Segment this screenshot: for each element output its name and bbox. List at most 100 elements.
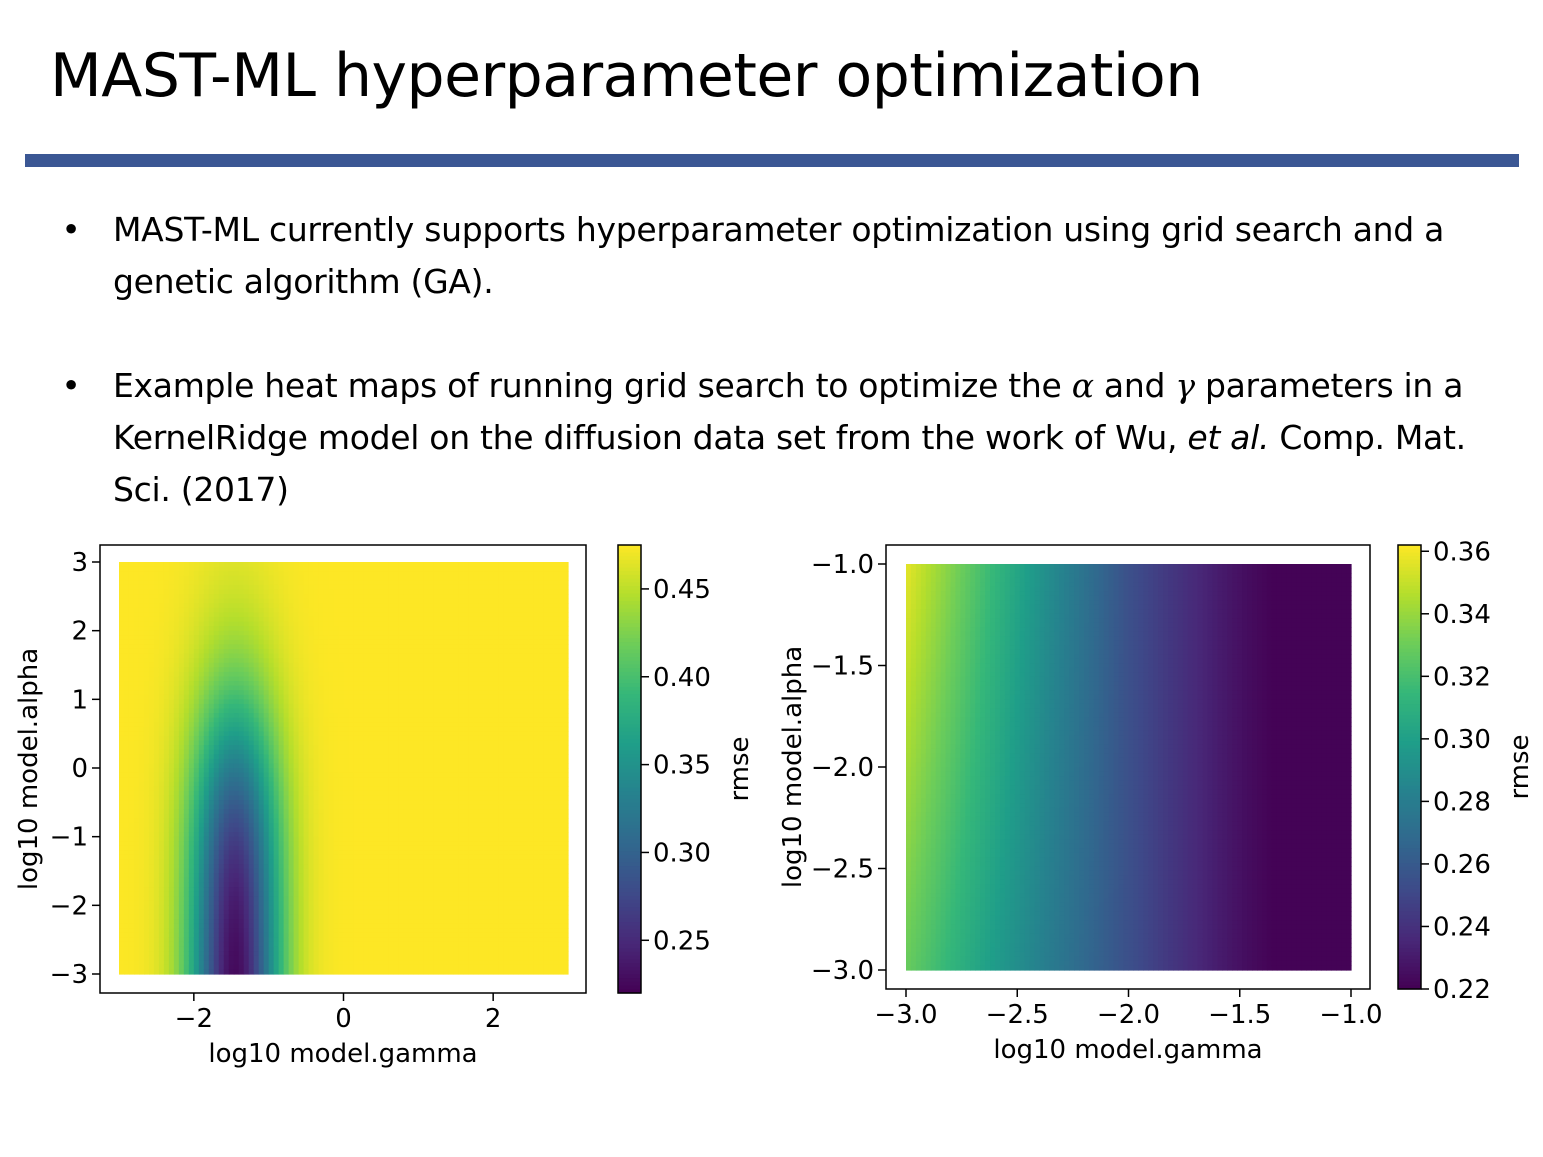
heatmap-cell	[328, 795, 335, 801]
heatmap-cell	[158, 777, 165, 783]
heatmap-cell	[348, 909, 355, 916]
heatmap-cell	[303, 639, 310, 645]
heatmap-cell	[378, 795, 385, 801]
heatmap-cell	[228, 635, 235, 641]
heatmap-cell	[243, 607, 250, 613]
heatmap-cell	[313, 790, 320, 797]
heatmap-cell	[203, 735, 210, 742]
heatmap-cell	[133, 667, 140, 673]
heatmap-cell	[388, 566, 394, 572]
heatmap-cell	[303, 905, 310, 911]
heatmap-cell	[123, 639, 130, 645]
heatmap-cell	[273, 644, 280, 650]
heatmap-cell	[353, 868, 360, 874]
heatmap-cell	[143, 671, 150, 678]
heatmap-cell	[158, 694, 165, 700]
heatmap-cell	[188, 717, 195, 723]
heatmap-cell	[253, 603, 260, 609]
heatmap-cell	[263, 584, 270, 591]
heatmap-cell	[193, 616, 200, 623]
heatmap-cell	[233, 937, 240, 943]
heatmap-cell	[313, 667, 320, 673]
heatmap-cell	[183, 676, 190, 682]
heatmap-cell	[288, 955, 295, 961]
heatmap-cell	[168, 589, 175, 595]
heatmap-cell	[333, 575, 340, 581]
heatmap-cell	[153, 946, 160, 952]
heatmap-cell	[338, 777, 345, 783]
heatmap-cell	[158, 603, 165, 609]
heatmap-cell	[278, 919, 285, 925]
heatmap-cell	[143, 841, 150, 847]
heatmap-cell	[203, 671, 210, 678]
heatmap-cell	[218, 745, 225, 751]
heatmap-cell	[273, 795, 280, 801]
heatmap-cell	[253, 621, 260, 627]
heatmap-cell	[378, 790, 385, 797]
heatmap-cell	[158, 589, 165, 595]
heatmap-cell	[138, 699, 145, 705]
heatmap-cell	[323, 607, 330, 613]
heatmap-cell	[388, 717, 394, 723]
heatmap-cell	[343, 955, 350, 961]
heatmap-cell	[328, 768, 335, 774]
heatmap-cell	[388, 937, 394, 943]
heatmap-cell	[333, 740, 340, 746]
heatmap-cell	[248, 960, 255, 966]
heatmap-cell	[208, 887, 215, 893]
heatmap-cell	[119, 845, 125, 851]
heatmap-cell	[128, 923, 135, 929]
heatmap-cell	[143, 621, 150, 627]
heatmap-cell	[343, 653, 350, 659]
heatmap-cell	[328, 726, 335, 732]
heatmap-cell	[338, 754, 345, 760]
heatmap-cell	[263, 864, 270, 870]
heatmap-cell	[233, 914, 240, 920]
heatmap-cell	[373, 589, 380, 595]
heatmap-cell	[283, 946, 290, 952]
heatmap-cell	[208, 864, 215, 870]
heatmap-cell	[218, 781, 225, 787]
heatmap-cell	[313, 616, 320, 623]
heatmap-cell	[358, 914, 365, 920]
heatmap-cell	[163, 768, 170, 774]
heatmap-cell	[198, 754, 205, 760]
bullet-marker: •	[61, 366, 81, 405]
heatmap-cell	[173, 937, 180, 943]
heatmap-cell	[203, 626, 210, 632]
heatmap-cell	[168, 914, 175, 920]
heatmap-cell	[348, 868, 355, 874]
heatmap-cell	[303, 694, 310, 700]
heatmap-cell	[203, 877, 210, 884]
heatmap-cell	[363, 768, 370, 774]
heatmap-cell	[388, 667, 394, 673]
heatmap-cell	[373, 580, 380, 586]
heatmap-cell	[368, 598, 375, 604]
heatmap-cell	[243, 667, 250, 673]
heatmap-cell	[133, 854, 140, 861]
heatmap-cell	[158, 845, 165, 851]
heatmap-cell	[143, 571, 150, 577]
heatmap-cell	[378, 841, 385, 847]
heatmap-cell	[288, 681, 295, 687]
heatmap-cell	[288, 758, 295, 765]
heatmap-cell	[123, 827, 130, 833]
heatmap-cell	[363, 786, 370, 792]
heatmap-cell	[143, 562, 150, 568]
heatmap-cell	[188, 749, 195, 755]
heatmap-cell	[383, 648, 389, 655]
heatmap-cell	[248, 635, 255, 641]
heatmap-cell	[133, 836, 140, 842]
heatmap-cell	[318, 571, 325, 577]
heatmap-cell	[293, 896, 300, 902]
heatmap-cell	[343, 937, 350, 943]
heatmap-cell	[133, 928, 140, 934]
heatmap-cell	[178, 900, 185, 906]
heatmap-cell	[248, 703, 255, 710]
heatmap-cell	[368, 653, 375, 659]
heatmap-cell	[303, 864, 310, 870]
heatmap-cell	[253, 909, 260, 916]
heatmap-cell	[158, 873, 165, 879]
heatmap-cell	[308, 941, 315, 948]
heatmap-cell	[253, 594, 260, 600]
